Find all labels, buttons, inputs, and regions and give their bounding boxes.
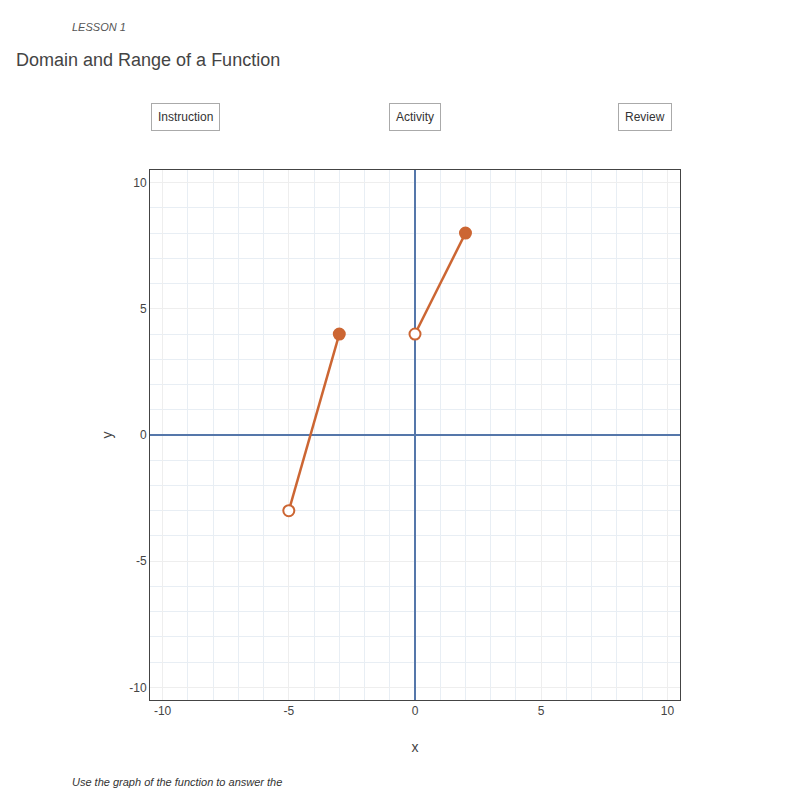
- svg-text:-10: -10: [154, 704, 172, 718]
- svg-text:x: x: [412, 739, 419, 755]
- svg-text:Instruction: Instruction: [158, 110, 213, 124]
- svg-text:Use the graph of the function: Use the graph of the function to answer …: [72, 776, 282, 788]
- svg-text:y: y: [99, 432, 115, 439]
- svg-text:5: 5: [538, 704, 545, 718]
- svg-text:LESSON 1: LESSON 1: [72, 21, 126, 33]
- svg-text:5: 5: [140, 302, 147, 316]
- svg-text:Activity: Activity: [396, 110, 434, 124]
- svg-text:Review: Review: [625, 110, 665, 124]
- svg-text:10: 10: [661, 704, 675, 718]
- svg-text:10: 10: [133, 176, 147, 190]
- svg-text:-10: -10: [129, 681, 147, 695]
- svg-text:-5: -5: [283, 704, 294, 718]
- svg-text:Domain and Range of a Function: Domain and Range of a Function: [16, 50, 280, 70]
- svg-text:0: 0: [140, 428, 147, 442]
- svg-text:-5: -5: [136, 554, 147, 568]
- svg-text:0: 0: [412, 704, 419, 718]
